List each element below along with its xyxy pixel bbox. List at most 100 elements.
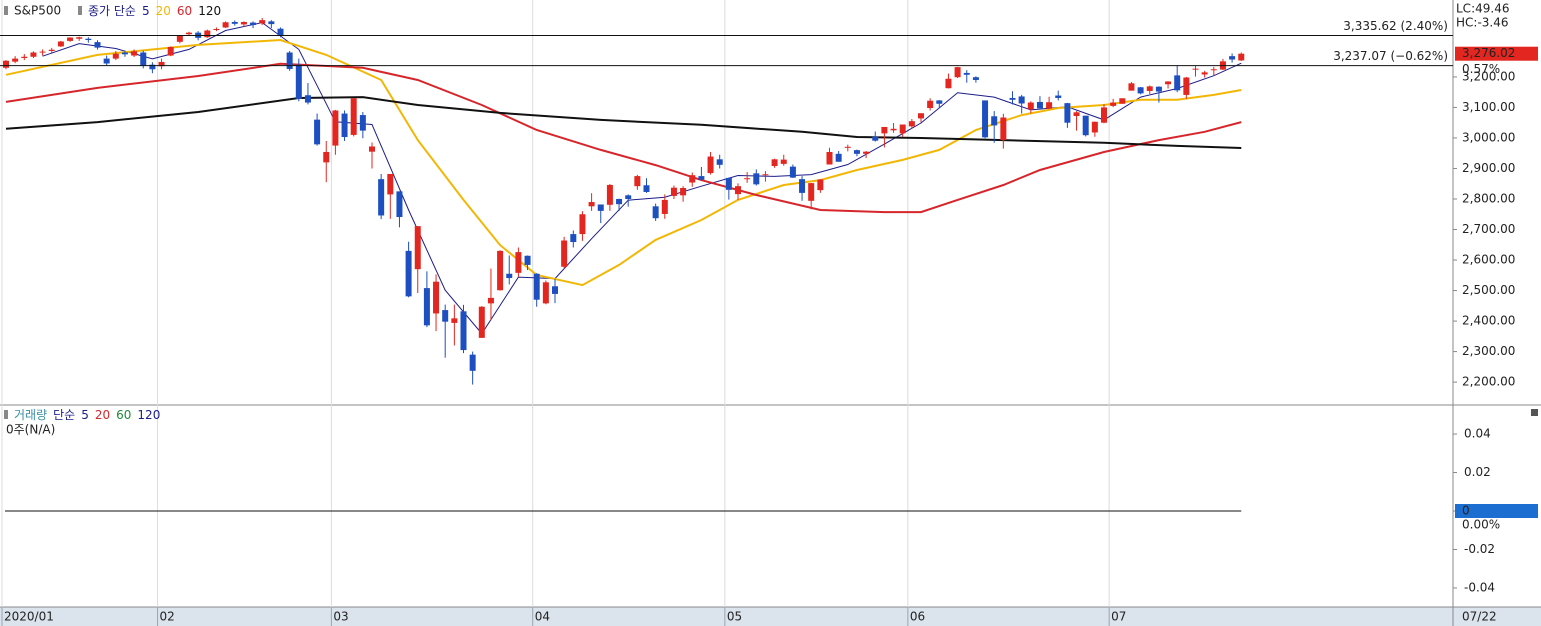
candle-body	[1146, 86, 1153, 91]
candle-body	[268, 21, 275, 25]
candle-body	[963, 72, 970, 75]
candle-body	[863, 151, 870, 154]
legend-icon	[4, 410, 8, 419]
candle-body	[103, 58, 110, 64]
candle-body	[561, 240, 568, 267]
panel-button[interactable]	[1531, 409, 1538, 416]
candle-body	[661, 199, 668, 214]
change-label: 0.57%	[1462, 62, 1500, 76]
y-tick-label: 2,800.00	[1462, 191, 1515, 205]
x-axis-bar	[0, 607, 1541, 626]
candle-body	[954, 67, 961, 78]
candle-body	[1174, 75, 1181, 91]
x-tick-label: 2020/01	[4, 610, 54, 624]
candle-body	[112, 53, 119, 59]
candle-body	[890, 128, 897, 131]
candle-body	[542, 282, 549, 304]
candle-body	[3, 60, 9, 68]
candle-body	[1137, 87, 1144, 94]
candle-body	[1064, 103, 1071, 123]
candle-body	[85, 38, 92, 40]
candle-body	[1055, 95, 1062, 98]
candle-body	[478, 306, 485, 338]
candle-body	[725, 177, 732, 190]
legend-ma-label: 종가 단순	[88, 4, 136, 18]
candle-body	[423, 288, 430, 326]
legend-entry: 단순	[53, 408, 75, 422]
candle-body	[451, 318, 458, 323]
candle-body	[716, 159, 723, 165]
candle-body	[213, 28, 220, 30]
candle-body	[121, 52, 128, 55]
candle-body	[1238, 53, 1245, 61]
y-tick-label: 0	[1462, 504, 1470, 518]
y-tick-label: 0.02	[1464, 465, 1491, 479]
candle-body	[835, 153, 842, 162]
candle-body	[515, 252, 522, 273]
candle-body	[991, 116, 998, 126]
candle-body	[972, 77, 979, 80]
y-tick-label: -0.04	[1464, 580, 1495, 594]
candle-body	[341, 113, 348, 138]
legend-entry: 60	[177, 4, 192, 18]
candle-body	[250, 22, 257, 26]
candle-body	[881, 126, 888, 134]
candle-body	[945, 78, 952, 89]
y-tick-label: 0.04	[1464, 427, 1491, 441]
candle-body	[872, 136, 879, 141]
x-tick-label: 02	[160, 610, 175, 624]
candle-body	[176, 36, 183, 42]
candle-body	[744, 178, 751, 180]
y-tick-label: 2,600.00	[1462, 253, 1515, 267]
legend-ma: 종가 단순 5 20 60 120	[88, 4, 221, 18]
legend-icon	[78, 6, 82, 15]
candle-body	[588, 202, 595, 207]
candle-body	[323, 151, 330, 163]
volume-note: 0주(N/A)	[6, 423, 55, 437]
candle-body	[48, 49, 55, 51]
candle-body	[524, 255, 531, 265]
candle-body	[1000, 117, 1007, 141]
candle-body	[918, 113, 924, 119]
candle-body	[771, 159, 778, 167]
candle-body	[643, 185, 650, 192]
candle-body	[460, 311, 467, 351]
candle-body	[936, 100, 943, 104]
candle-body	[735, 186, 741, 195]
candle-body	[616, 198, 623, 205]
candle-body	[1082, 115, 1089, 136]
legend-icon	[4, 6, 8, 15]
candle-body	[552, 286, 558, 294]
candle-body	[231, 21, 238, 24]
candle-body	[780, 159, 787, 164]
candle-body	[817, 179, 824, 191]
reference-label: 3,335.62 (2.40%)	[1343, 19, 1448, 33]
legend-entry: 20	[156, 4, 171, 18]
candle-body	[1009, 97, 1016, 100]
volume-legend: 거래량 단순 5 20 60 120	[14, 408, 160, 422]
legend-entry: 5	[81, 408, 89, 422]
candle-body	[76, 37, 83, 39]
candle-body	[1229, 56, 1236, 60]
reference-label: 3,237.07 (−0.62%)	[1333, 49, 1448, 63]
candle-body	[497, 250, 504, 291]
candle-body	[167, 47, 174, 56]
candle-body	[844, 146, 851, 148]
x-tick-label: 04	[535, 610, 550, 624]
candle-body	[1192, 68, 1199, 70]
candle-body	[506, 273, 513, 279]
candle-body	[1155, 86, 1162, 92]
candle-body	[469, 354, 476, 371]
candle-body	[295, 64, 302, 99]
date-label: 07/22	[1462, 610, 1497, 624]
candle-body	[762, 174, 769, 176]
candle-body	[1091, 121, 1098, 133]
candle-body	[433, 281, 440, 314]
candle-body	[625, 195, 632, 199]
candle-body	[314, 119, 321, 145]
candle-body	[1183, 77, 1190, 95]
candle-body	[21, 56, 28, 58]
candle-body	[1018, 96, 1025, 104]
candle-body	[30, 52, 37, 57]
